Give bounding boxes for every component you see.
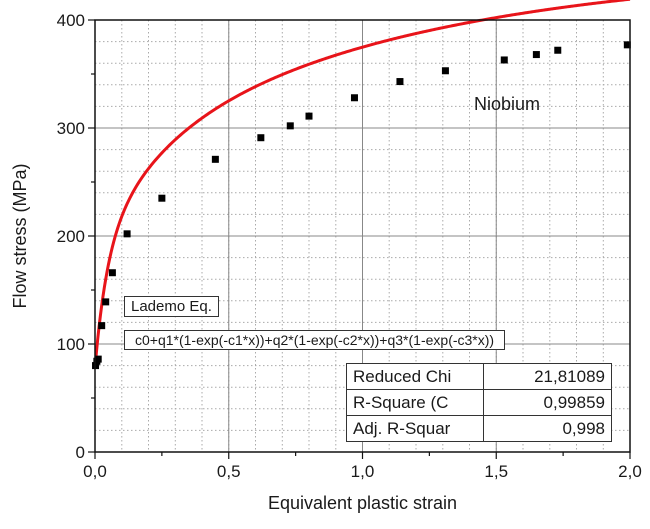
stats-label: R-Square (C — [346, 389, 484, 416]
stats-label: Adj. R-Squar — [346, 415, 484, 442]
fit-statistics-table: Reduced Chi 21,81089 R-Square (C 0,99859… — [346, 363, 612, 442]
data-point — [623, 41, 631, 49]
y-tick-label: 200 — [57, 227, 85, 246]
y-tick-label: 0 — [76, 443, 85, 462]
tick-labels: 0,0 0,5 1,0 1,5 2,0 0 100 200 300 400 — [57, 11, 642, 481]
x-tick-label: 1,5 — [484, 462, 508, 481]
y-tick-label: 400 — [57, 11, 85, 30]
axis-ticks — [88, 19, 631, 459]
x-tick-label: 2,0 — [618, 462, 642, 481]
fit-curve-layer — [93, 0, 631, 368]
x-tick-label: 0,0 — [83, 462, 107, 481]
data-point — [305, 112, 313, 120]
stats-value: 21,81089 — [483, 363, 612, 390]
data-point — [158, 194, 166, 202]
annotation-niobium: Niobium — [474, 94, 540, 114]
data-point — [123, 230, 131, 238]
data-point — [396, 78, 404, 86]
y-tick-label: 300 — [57, 119, 85, 138]
data-point — [102, 298, 110, 306]
stats-row: Reduced Chi 21,81089 — [346, 363, 612, 390]
fit-model-label: Lademo Eq. — [124, 296, 219, 317]
stats-value: 0,99859 — [483, 389, 612, 416]
fit-curve — [93, 0, 631, 368]
data-point — [500, 56, 508, 64]
x-axis-label: Equivalent plastic strain — [268, 493, 457, 513]
stats-value: 0,998 — [483, 415, 612, 442]
data-point — [554, 46, 562, 54]
data-point — [532, 51, 540, 59]
data-point — [350, 94, 358, 102]
data-point — [98, 322, 106, 330]
data-point — [94, 355, 102, 363]
x-tick-label: 0,5 — [217, 462, 241, 481]
data-point — [441, 67, 449, 75]
y-tick-label: 100 — [57, 335, 85, 354]
data-point — [211, 155, 219, 163]
fit-equation-label: c0+q1*(1-exp(-c1*x))+q2*(1-exp(-c2*x))+q… — [124, 330, 506, 350]
data-point — [286, 122, 294, 130]
stats-label: Reduced Chi — [346, 363, 484, 390]
data-point — [257, 134, 265, 142]
stats-row: Adj. R-Squar 0,998 — [346, 415, 612, 442]
y-axis-label: Flow stress (MPa) — [10, 163, 30, 308]
data-point — [108, 269, 116, 277]
stats-row: R-Square (C 0,99859 — [346, 389, 612, 416]
x-tick-label: 1,0 — [351, 462, 375, 481]
